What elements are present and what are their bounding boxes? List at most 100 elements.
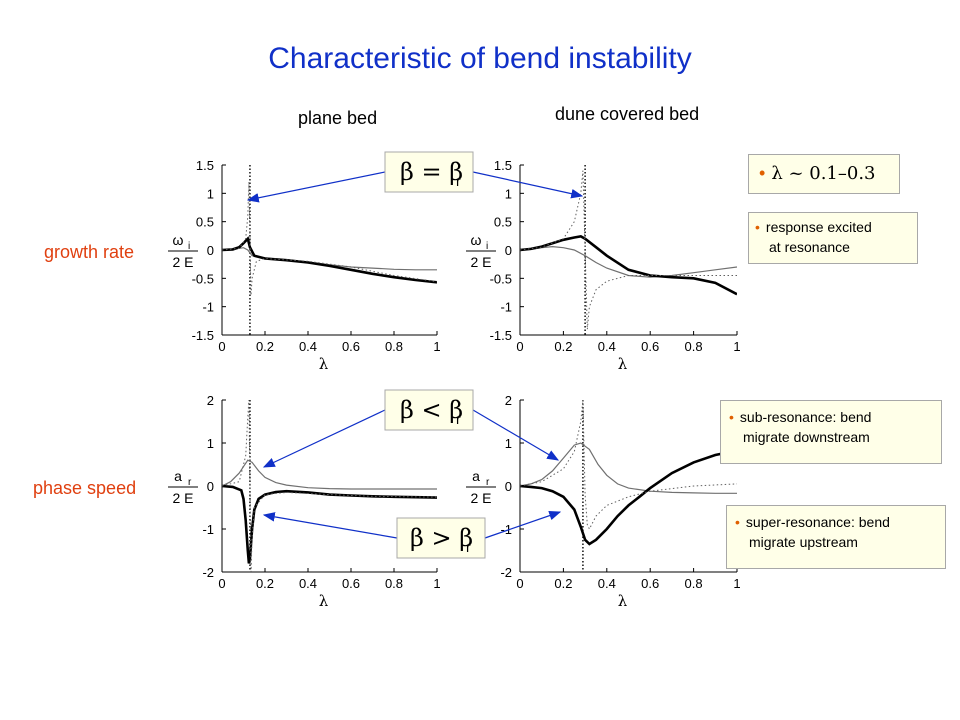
x-tick-label: 0.4 <box>598 339 616 354</box>
y-axis-label-subscript: r <box>486 477 490 488</box>
x-axis-label: λ <box>319 355 329 373</box>
note-super-resonance: • super-resonance: bend migrate upstream <box>726 505 946 569</box>
series-line-thin <box>520 245 737 278</box>
x-tick-label: 0.6 <box>641 576 659 591</box>
series-line-dotted <box>222 400 437 572</box>
y-tick-label: 1.5 <box>196 158 214 173</box>
chart-panel-phase-plane: 0 0.2 0.4 0.6 0.8 1 -2 -1 0 1 2 λ a r 2 E <box>168 393 441 610</box>
x-tick-label: 0 <box>218 339 225 354</box>
annotation-arrows <box>246 171 584 539</box>
svg-text:β > β: β > β <box>410 524 473 552</box>
y-tick-label: 0.5 <box>196 215 214 230</box>
y-tick-label: 0 <box>505 243 512 258</box>
x-tick-label: 0.2 <box>256 339 274 354</box>
bullet-icon: • <box>729 409 734 425</box>
svg-text:β = β: β = β <box>400 158 463 186</box>
x-tick-label: 0.6 <box>342 576 360 591</box>
series-line-thick <box>222 236 437 284</box>
y-tick-label: 1 <box>505 436 512 451</box>
label-beta-lt: β < β r <box>384 389 474 431</box>
x-tick-label: 1 <box>433 576 440 591</box>
y-tick-label: 2 <box>505 393 512 408</box>
x-tick-label: 0 <box>516 576 523 591</box>
y-tick-label: -1 <box>500 522 512 537</box>
annotation-arrow <box>262 512 398 539</box>
series-line-dotted <box>520 170 737 330</box>
y-tick-label: -2 <box>500 565 512 580</box>
note-response: • response excited at resonance <box>748 212 918 264</box>
svg-text:r: r <box>456 411 461 427</box>
y-tick-label: -0.5 <box>490 271 512 286</box>
x-tick-label: 0.6 <box>342 339 360 354</box>
y-axis-label-numerator: a <box>174 468 182 484</box>
x-tick-label: 1 <box>433 339 440 354</box>
y-axis-label-denominator: 2 E <box>470 254 491 270</box>
y-tick-label: -1.5 <box>490 328 512 343</box>
series-line-thick <box>222 484 437 564</box>
x-axis-label: λ <box>319 592 329 610</box>
x-tick-label: 0 <box>218 576 225 591</box>
y-tick-label: -1 <box>500 300 512 315</box>
chart-panel-growth-dune: 0 0.2 0.4 0.6 0.8 1 -1.5 -1 -0.5 0 0.5 1 1.5 λ ω i 2 E <box>466 158 741 373</box>
y-tick-label: 1 <box>505 186 512 201</box>
y-axis-label-denominator: 2 E <box>470 490 491 506</box>
y-tick-label: -1.5 <box>192 328 214 343</box>
y-axis-label-numerator: a <box>472 468 480 484</box>
annotation-arrow <box>472 171 584 199</box>
annotation-arrow <box>246 171 386 203</box>
series-line-dotted <box>222 181 437 296</box>
y-tick-label: 1 <box>207 186 214 201</box>
x-axis-label: λ <box>618 592 628 610</box>
chart-panel-growth-plane: 0 0.2 0.4 0.6 0.8 1 -1.5 -1 -0.5 0 0.5 1 1.5 λ ω i 2 E <box>168 158 441 373</box>
x-tick-label: 1 <box>733 576 740 591</box>
y-tick-label: -1 <box>202 300 214 315</box>
x-tick-label: 0.6 <box>641 339 659 354</box>
y-axis-label-subscript: i <box>188 241 190 252</box>
annotation-arrow <box>262 409 386 468</box>
note-lambda-range: • λ ~ 0.1–0.3 <box>748 154 900 194</box>
y-tick-label: -0.5 <box>192 271 214 286</box>
row-label-phase: phase speed <box>33 478 137 498</box>
x-tick-label: 0.4 <box>598 576 616 591</box>
x-axis-label: λ <box>618 355 628 373</box>
y-tick-label: 0 <box>207 479 214 494</box>
x-tick-label: 1 <box>733 339 740 354</box>
y-tick-label: 0 <box>207 243 214 258</box>
svg-text:β < β: β < β <box>400 396 463 424</box>
slide-title: Characteristic of bend instability <box>268 42 692 75</box>
column-header-plane: plane bed <box>298 108 378 128</box>
row-label-growth: growth rate <box>44 242 135 262</box>
bullet-icon: • <box>735 514 740 530</box>
x-tick-label: 0.8 <box>385 339 403 354</box>
label-beta-gt: β > β r <box>396 517 486 559</box>
x-tick-label: 0.8 <box>685 339 703 354</box>
bullet-icon: • <box>759 163 766 183</box>
y-tick-label: 0.5 <box>494 215 512 230</box>
series-line-thin <box>222 459 437 490</box>
x-tick-label: 0.2 <box>554 339 572 354</box>
svg-text:r: r <box>466 539 471 555</box>
annotation-arrow <box>484 511 562 539</box>
x-tick-label: 0.8 <box>385 576 403 591</box>
x-tick-label: 0.8 <box>685 576 703 591</box>
x-tick-label: 0.4 <box>299 576 317 591</box>
y-axis-label-subscript: r <box>188 477 192 488</box>
x-tick-label: 0.2 <box>256 576 274 591</box>
x-tick-label: 0.2 <box>554 576 572 591</box>
series-line-thick <box>520 235 737 296</box>
bullet-icon: • <box>755 219 760 235</box>
y-axis-label-denominator: 2 E <box>172 490 193 506</box>
x-tick-label: 0 <box>516 339 523 354</box>
y-tick-label: -2 <box>202 565 214 580</box>
column-header-dune: dune covered bed <box>555 104 700 124</box>
series-line-thick <box>520 449 737 546</box>
y-tick-label: 1.5 <box>494 158 512 173</box>
label-beta-eq: β = β r <box>384 151 474 193</box>
x-tick-label: 0.4 <box>299 339 317 354</box>
series-line-dotted <box>520 400 737 531</box>
y-axis-label-numerator: ω <box>471 232 482 248</box>
note-sub-resonance: • sub-resonance: bend migrate downstream <box>720 400 942 464</box>
y-axis-label-subscript: i <box>486 241 488 252</box>
